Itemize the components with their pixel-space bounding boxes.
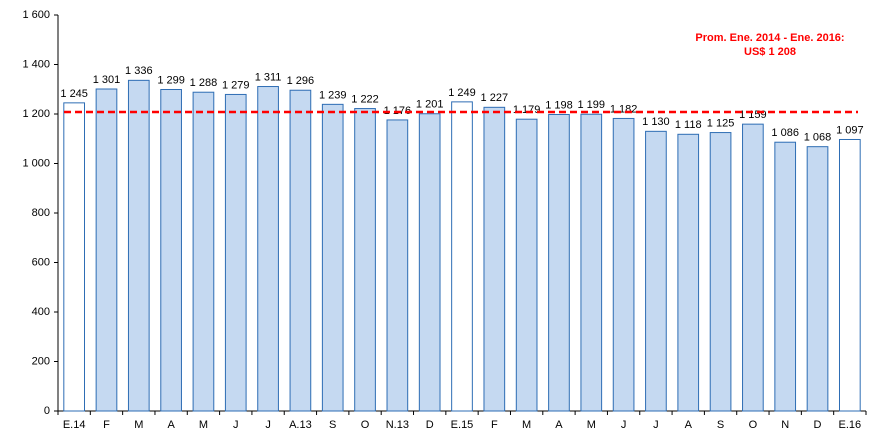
x-tick-label: A.13 [289,419,312,431]
bar [742,123,764,412]
bar [580,113,603,412]
value-label: 1 245 [60,88,88,100]
bar [451,101,473,412]
x-tick-label: A [555,419,563,431]
x-tick-label: O [361,419,370,431]
value-label: 1 336 [125,65,153,77]
y-tick-label: 600 [32,256,50,268]
x-tick-label: F [491,419,498,431]
bar [483,106,506,412]
value-label: 1 097 [836,124,864,136]
x-tick-label: J [653,419,659,431]
x-tick-label: M [134,419,143,431]
y-tick-label: 200 [32,355,50,367]
y-tick-label: 1 600 [22,9,50,21]
x-tick-label: F [103,419,110,431]
bar [257,86,279,412]
x-tick-label: D [814,419,822,431]
bar [645,130,667,412]
value-label: 1 118 [675,119,702,131]
value-label: 1 299 [157,74,185,86]
value-label: 1 301 [93,74,121,86]
y-tick-label: 1 400 [22,58,50,70]
x-tick-label: E.14 [63,419,86,431]
value-label: 1 222 [351,93,379,105]
bar [354,108,376,412]
value-label: 1 239 [319,89,347,101]
x-tick-label: A [685,419,693,431]
value-label: 1 125 [707,117,735,129]
value-label: 1 068 [804,132,832,144]
bar [418,113,441,412]
y-tick-label: 400 [32,306,50,318]
bar [224,93,247,412]
bar [127,79,150,412]
x-tick-label: D [426,419,434,431]
annotation: Prom. Ene. 2014 - Ene. 2016: [695,32,844,44]
y-tick-label: 0 [44,405,50,417]
y-tick-label: 800 [32,207,50,219]
value-label: 1 201 [416,99,444,111]
bar [289,89,312,412]
x-tick-label: E.15 [451,419,474,431]
value-label: 1 288 [190,77,218,89]
x-tick-label: O [749,419,758,431]
value-label: 1 198 [545,99,573,111]
x-tick-label: N [781,419,789,431]
annotation: US$ 1 208 [744,46,796,58]
value-label: 1 311 [255,71,282,83]
x-tick-label: M [522,419,531,431]
bar [63,102,86,412]
x-tick-label: S [717,419,724,431]
y-tick-label: 1 200 [22,108,50,120]
bar [160,88,182,412]
bar [548,113,570,412]
bar [774,141,797,412]
bar [612,117,635,412]
bar [677,133,700,412]
x-tick-label: J [233,419,239,431]
x-tick-label: M [199,419,208,431]
value-label: 1 227 [481,92,509,104]
x-tick-label: S [329,419,336,431]
x-tick-label: E.16 [839,419,862,431]
bar [806,146,829,412]
value-label: 1 130 [642,116,670,128]
value-label: 1 179 [513,104,541,116]
x-tick-label: J [621,419,627,431]
bar [95,88,118,412]
y-tick-label: 1 000 [22,157,50,169]
bar [709,132,732,412]
value-label: 1 279 [222,79,250,91]
value-label: 1 249 [448,87,476,99]
x-tick-label: N.13 [386,419,409,431]
value-label: 1 086 [771,127,799,139]
x-tick-label: A [167,419,175,431]
bar [386,119,409,412]
bar [321,103,344,412]
bar [838,138,861,412]
value-label: 1 199 [578,99,606,111]
x-tick-label: J [265,419,271,431]
x-tick-label: M [587,419,596,431]
value-label: 1 296 [287,75,315,87]
value-label: 1 182 [610,103,638,115]
bar [192,91,215,412]
bar [515,118,538,412]
